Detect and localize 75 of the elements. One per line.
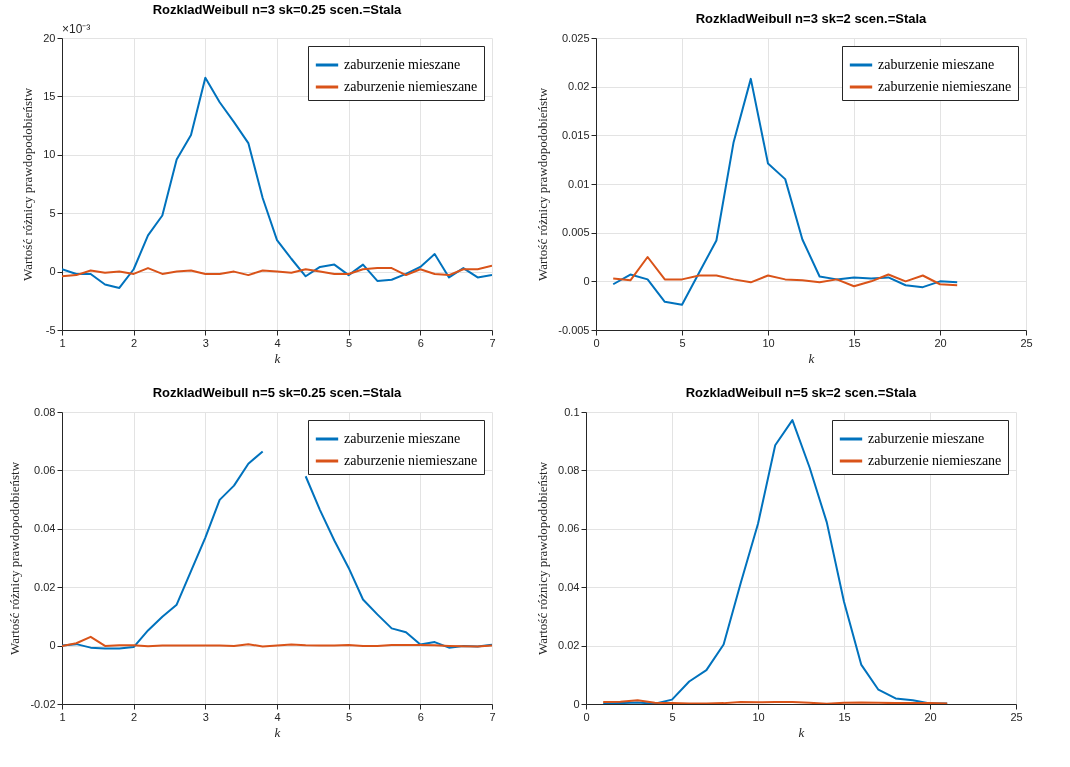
- y-tick-label: 0.015: [561, 128, 590, 141]
- chart-title: RozkladWeibull n=5 sk=2 scen.=Stala: [685, 385, 918, 400]
- x-tick-label: 1: [59, 710, 66, 723]
- line-series: [62, 635, 492, 648]
- y-axis-title: Wartość różnicy prawdopodobieństw: [535, 87, 551, 282]
- x-axis-title: k: [274, 724, 281, 740]
- line-series: [62, 264, 492, 278]
- x-tick-label: 2: [131, 710, 138, 723]
- y-axis-title: Wartość różnicy prawdopodobieństw: [535, 461, 551, 656]
- y-tick-label: 0.02: [568, 80, 590, 93]
- legend-label: zaburzenie niemieszane: [344, 453, 478, 468]
- x-tick-label: 5: [669, 710, 676, 723]
- y-tick-label: -0.02: [30, 697, 56, 710]
- legend-label: zaburzenie niemieszane: [868, 453, 1002, 468]
- x-tick-label: 20: [934, 336, 947, 349]
- chart-title: RozkladWeibull n=3 sk=0.25 scen.=Stala: [152, 2, 403, 17]
- y-tick-label: 10: [43, 148, 56, 161]
- x-tick-label: 4: [274, 710, 281, 723]
- x-tick-label: 5: [679, 336, 686, 349]
- legend-label: zaburzenie mieszane: [868, 431, 985, 446]
- x-tick-label: 10: [762, 336, 775, 349]
- x-tick-label: 10: [752, 710, 765, 723]
- y-tick-label: 15: [43, 89, 56, 102]
- x-tick-label: 1: [59, 336, 66, 349]
- x-tick-label: 25: [1010, 710, 1023, 723]
- y-tick-label: 0.08: [34, 405, 56, 418]
- y-tick-label: 0.1: [564, 405, 580, 418]
- y-tick-label: 0.02: [558, 639, 580, 652]
- x-tick-label: 15: [848, 336, 861, 349]
- legend-label: zaburzenie mieszane: [344, 57, 461, 72]
- x-tick-label: 20: [924, 710, 937, 723]
- x-tick-label: 25: [1020, 336, 1033, 349]
- chart-title: RozkladWeibull n=3 sk=2 scen.=Stala: [695, 11, 928, 26]
- y-tick-label: 0.005: [561, 226, 590, 239]
- x-tick-label: 7: [489, 710, 496, 723]
- x-tick-label: 7: [489, 336, 496, 349]
- y-tick-label: 0.06: [558, 522, 580, 535]
- x-tick-label: 5: [346, 336, 353, 349]
- x-tick-label: 4: [274, 336, 281, 349]
- legend-label: zaburzenie niemieszane: [878, 79, 1012, 94]
- y-tick-label: 0: [583, 274, 590, 287]
- x-axis-title: k: [808, 350, 815, 366]
- legend-label: zaburzenie mieszane: [344, 431, 461, 446]
- y-tick-label: 0: [49, 639, 56, 652]
- y-axis-title: Wartość różnicy prawdopodobieństw: [7, 461, 23, 656]
- y-tick-label: 0: [573, 697, 580, 710]
- x-tick-label: 3: [202, 710, 209, 723]
- x-axis-title: k: [798, 724, 805, 740]
- y-tick-label: 20: [43, 31, 56, 44]
- y-tick-label: 0.025: [561, 31, 590, 44]
- legend-label: zaburzenie mieszane: [878, 57, 995, 72]
- x-tick-label: 2: [131, 336, 138, 349]
- y-tick-label: 0.06: [34, 463, 56, 476]
- text: ×10⁻³: [62, 22, 91, 36]
- x-tick-label: 5: [346, 710, 353, 723]
- x-tick-label: 0: [593, 336, 600, 349]
- y-tick-label: 0.01: [568, 177, 590, 190]
- line-series: [612, 256, 959, 288]
- y-tick-label: -0.005: [558, 323, 590, 336]
- x-axis-title: k: [274, 350, 281, 366]
- x-tick-label: 3: [202, 336, 209, 349]
- y-tick-label: 0: [49, 265, 56, 278]
- y-tick-label: 5: [49, 206, 56, 219]
- x-tick-label: 15: [838, 710, 851, 723]
- y-tick-label: 0.08: [558, 463, 580, 476]
- chart-title: RozkladWeibull n=5 sk=0.25 scen.=Stala: [152, 385, 403, 400]
- x-tick-label: 6: [417, 336, 424, 349]
- x-tick-label: 6: [417, 710, 424, 723]
- line-series: [62, 76, 492, 289]
- legend-label: zaburzenie niemieszane: [344, 79, 478, 94]
- y-tick-label: 0.02: [34, 580, 56, 593]
- y-tick-label: 0.04: [558, 580, 580, 593]
- y-axis-title: Wartość różnicy prawdopodobieństw: [20, 87, 36, 282]
- y-tick-label: 0.04: [34, 522, 56, 535]
- y-tick-label: -5: [45, 323, 56, 336]
